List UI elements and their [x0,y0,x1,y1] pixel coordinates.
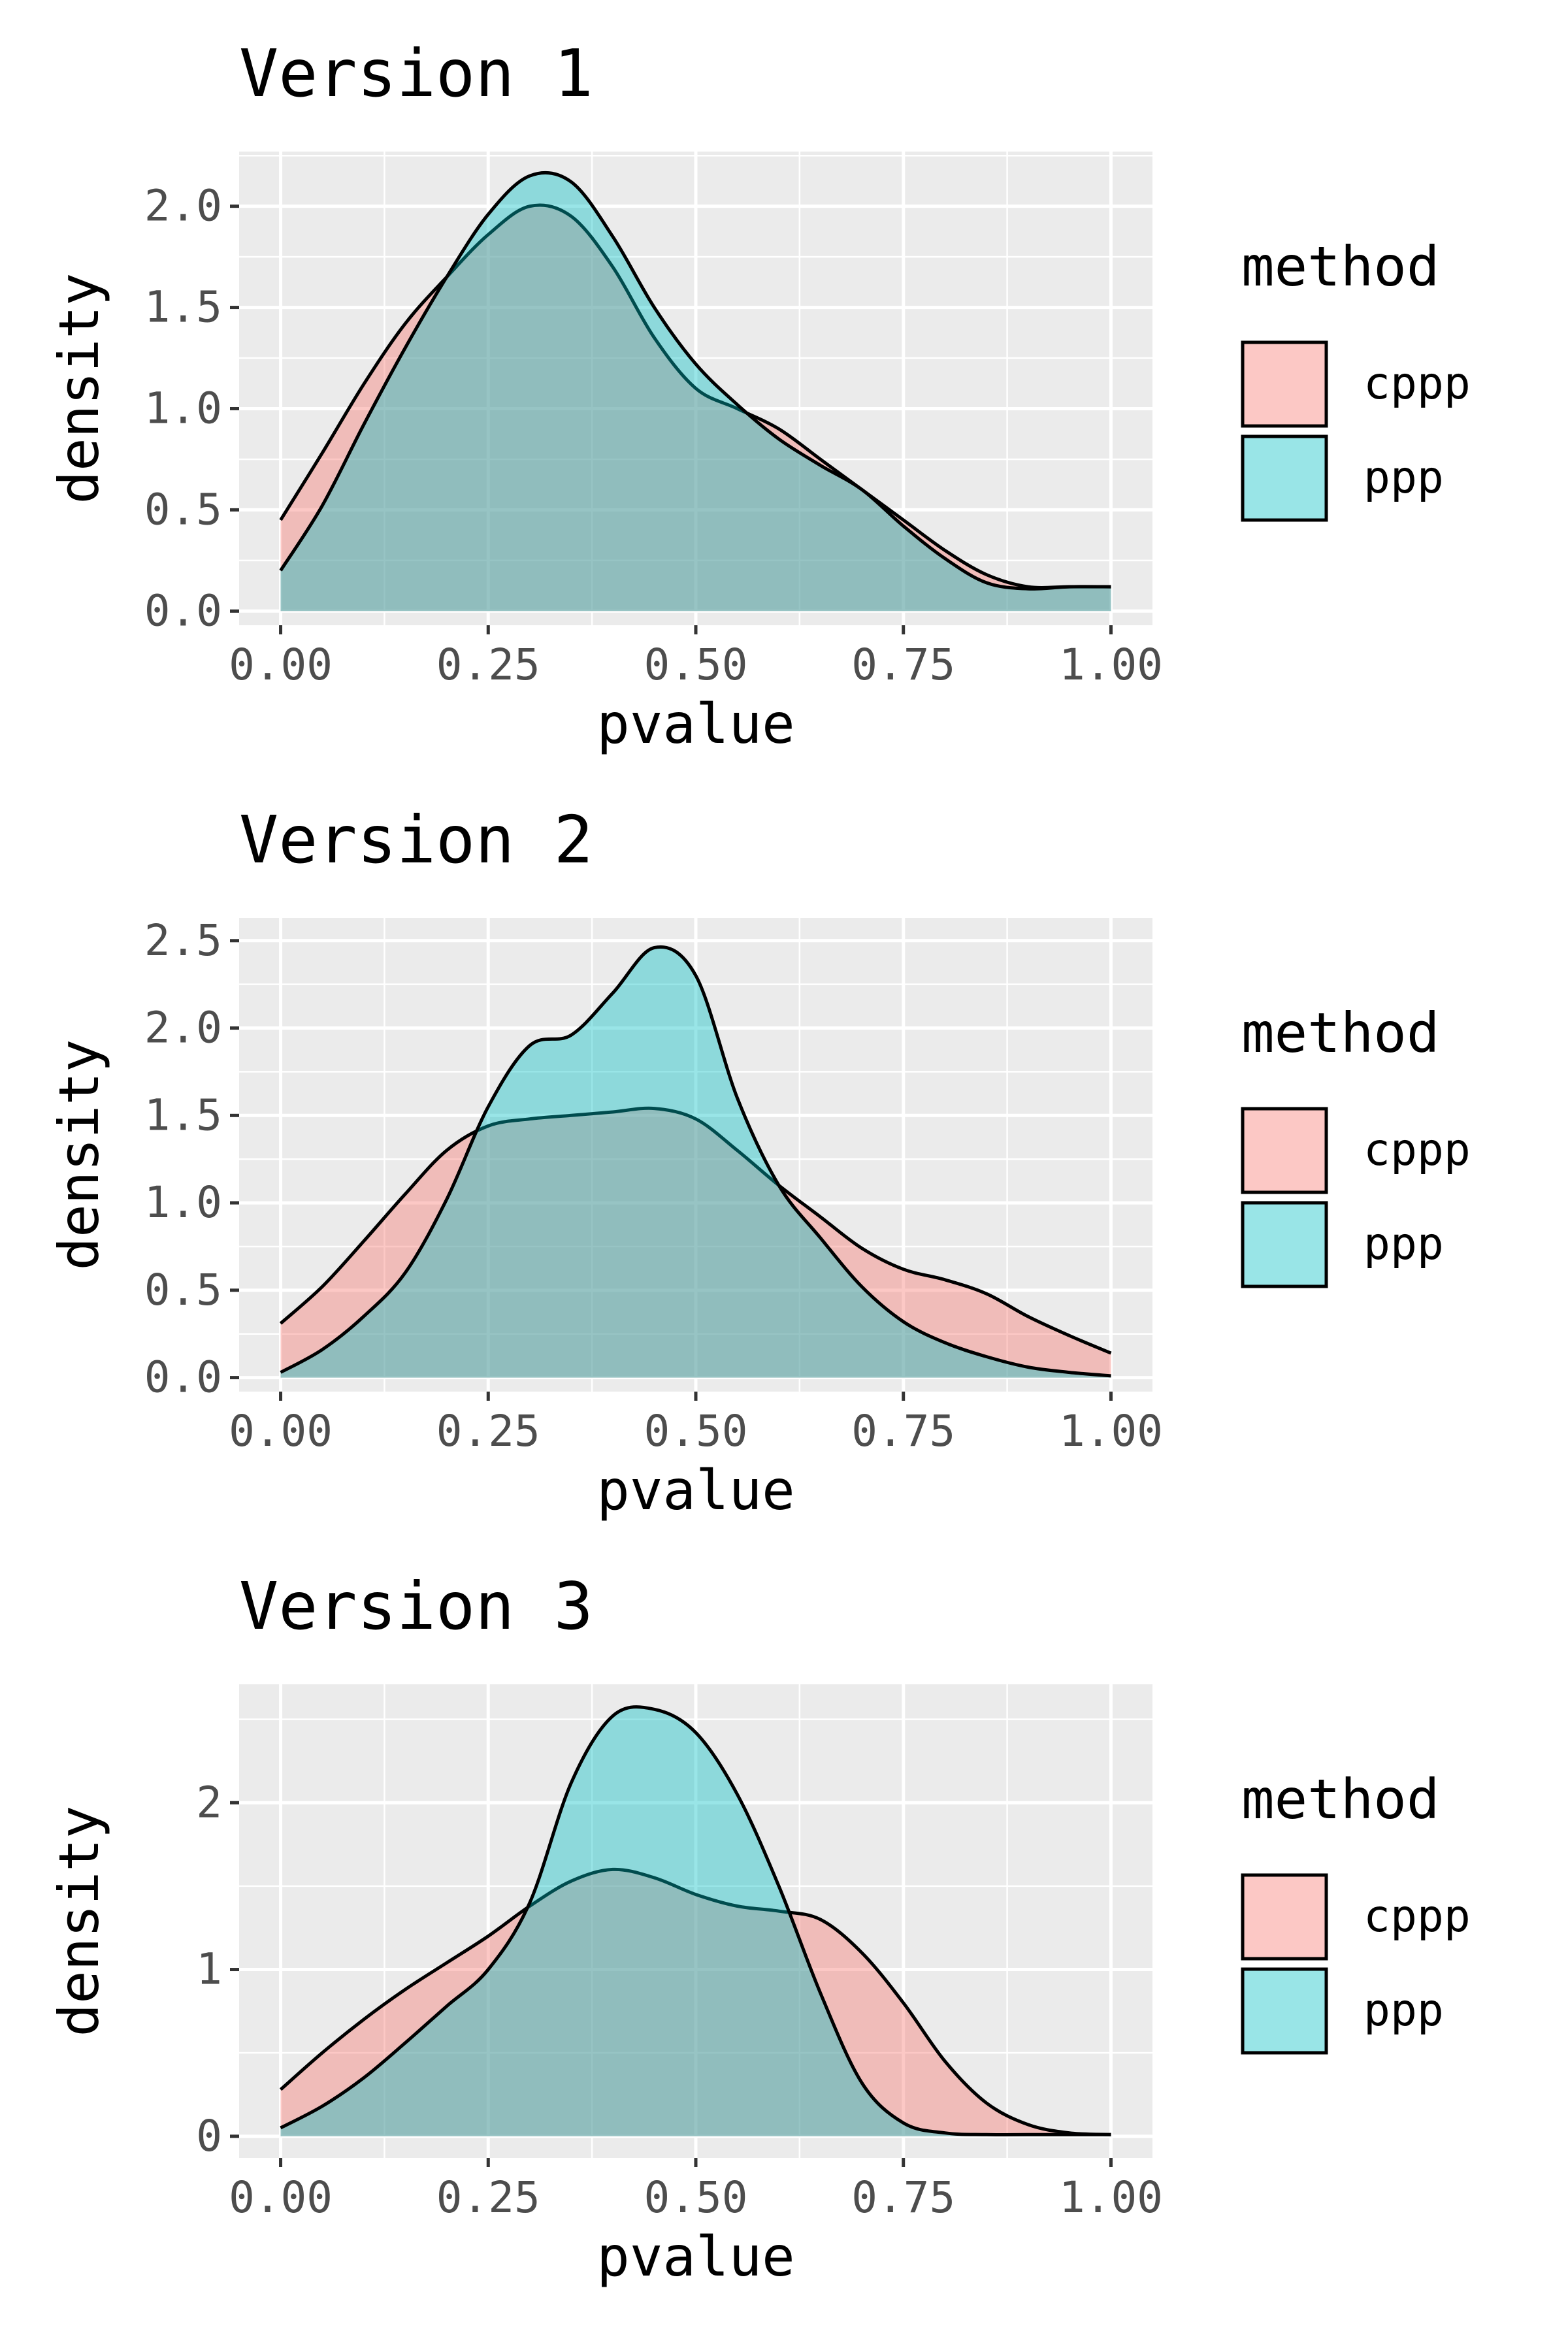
legend-key-ppp [1241,1201,1328,1288]
legend-label-ppp: ppp [1364,452,1444,504]
x-tick-label: 0.25 [436,640,540,690]
legend-key-background [1241,1874,1328,1960]
legend-label-ppp: ppp [1364,1985,1444,2036]
x-tick-label: 0.25 [436,2172,540,2223]
x-tick-label: 1.00 [1059,640,1163,690]
density-area-ppp [280,1707,1111,2136]
x-tick-label: 0.75 [851,1406,955,1456]
density-area-cppp [280,1869,1111,2136]
legend-key-ppp [1241,434,1328,522]
density-line-ppp [279,171,1111,591]
x-tick-label: 0.75 [851,2172,955,2223]
y-tick-label: 0.5 [144,484,222,534]
density-area-ppp [280,947,1111,1378]
legend-title: method [1241,1767,1439,1831]
y-tick-label: 0.0 [144,1352,222,1403]
legend-label-cppp: cppp [1364,1891,1471,1942]
density-line-cppp [279,203,1111,589]
y-tick-label: 1 [196,1944,222,1995]
legend-key-cppp [1241,340,1328,428]
y-tick-label: 0.5 [144,1265,222,1315]
density-line-cppp [279,1867,1111,2136]
y-axis-title: density [47,1805,111,2036]
density-line-ppp [280,1705,1111,2136]
legend-title: method [1241,1001,1439,1065]
legend-key-background [1241,435,1328,521]
legend-key-cppp [1241,1873,1328,1961]
legend-key-ppp [1241,1967,1328,2055]
x-axis-title: pvalue [596,692,794,756]
chart-title: Version 3 [239,1568,593,1644]
x-tick-label: 0.00 [229,1406,333,1456]
legend-label-cppp: cppp [1364,1124,1471,1176]
x-tick-label: 0.75 [851,640,955,690]
legend: method cppp ppp [1241,1001,1471,1288]
legend: method cppp ppp [1241,235,1471,522]
y-axis-title: density [47,1039,111,1270]
legend-title: method [1241,235,1439,299]
legend-key-background [1241,1107,1328,1194]
x-tick-label: 0.00 [229,2172,333,2223]
y-tick-label: 2 [196,1777,222,1827]
density-area-cppp [280,204,1111,612]
legend-key-background [1241,1968,1328,2054]
x-tick-label: 1.00 [1059,2172,1163,2223]
legend-label-cppp: cppp [1364,358,1471,410]
density-area-cppp [280,1108,1111,1378]
chart-panel-3: Version 3 0 1 2 0.00 0.25 0.50 0.75 1.00 pvalue de… [47,1568,1471,2289]
y-tick-label: 0 [196,2111,222,2161]
legend-label-ppp: ppp [1364,1218,1444,1270]
legend-key-background [1241,341,1328,427]
legend-key-background [1241,1201,1328,1288]
x-tick-label: 1.00 [1059,1406,1163,1456]
y-tick-label: 1.0 [144,1177,222,1228]
y-tick-label: 2.5 [144,915,222,966]
y-tick-label: 1.5 [144,1090,222,1140]
chart-title: Version 1 [239,35,593,112]
y-axis-title: density [47,272,111,504]
x-axis-title: pvalue [596,2225,794,2289]
y-tick-label: 0.0 [144,585,222,636]
x-axis-title: pvalue [596,1458,794,1522]
density-line-cppp [279,1106,1112,1355]
x-tick-label: 0.50 [644,2172,748,2223]
density-area-ppp [280,172,1111,612]
x-tick-label: 0.25 [436,1406,540,1456]
chart-panel-1: Version 1 0.0 0.5 1.0 1.5 2.0 0.00 0.25 0.50 0.75… [47,35,1471,756]
x-tick-label: 0.50 [644,640,748,690]
y-tick-label: 1.5 [144,282,222,333]
y-tick-label: 2.0 [144,1003,222,1053]
x-tick-label: 0.50 [644,1406,748,1456]
density-line-ppp [280,945,1111,1378]
y-tick-label: 2.0 [144,181,222,231]
chart-panel-2: Version 2 0.0 0.5 1.0 1.5 2.0 2.5 0.00 0.25 0.50 0… [47,802,1471,1522]
y-tick-label: 1.0 [144,383,222,433]
legend-key-cppp [1241,1107,1328,1194]
legend: method cppp ppp [1241,1767,1471,2055]
x-tick-label: 0.00 [229,640,333,690]
chart-title: Version 2 [239,802,593,878]
